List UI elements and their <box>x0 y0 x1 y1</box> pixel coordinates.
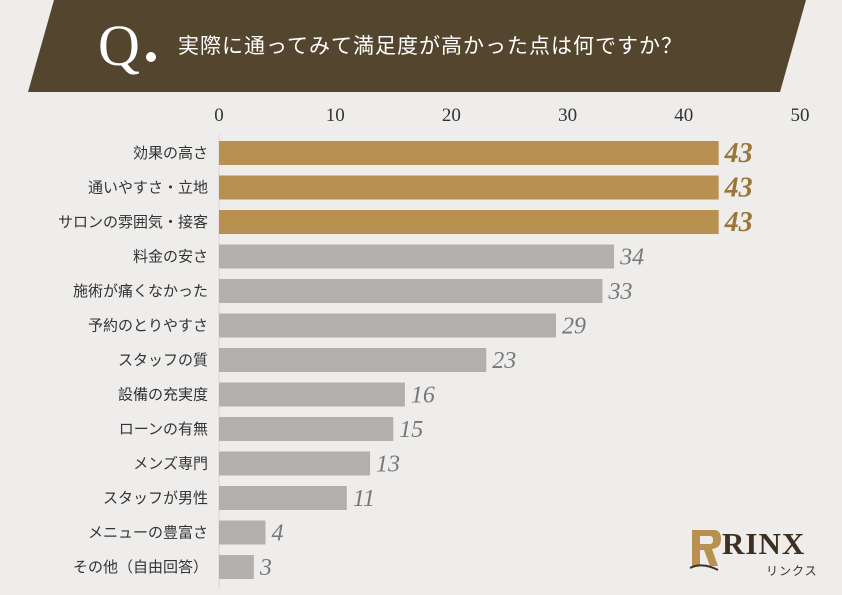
x-tick-label: 0 <box>214 105 224 126</box>
category-label: メンズ専門 <box>133 455 208 473</box>
banner-background <box>28 0 806 92</box>
data-label: 33 <box>607 279 632 305</box>
bar <box>219 210 719 234</box>
question-title: 実際に通ってみて満足度が高かった点は何ですか？ <box>178 34 683 58</box>
data-label: 43 <box>724 207 753 238</box>
q-dot <box>146 52 156 62</box>
category-label: 設備の充実度 <box>118 386 208 404</box>
rinx-logo: RINX リンクス <box>688 524 828 584</box>
x-tick-label: 30 <box>558 105 577 126</box>
category-label: ローンの有無 <box>119 420 208 438</box>
data-label: 34 <box>619 245 644 271</box>
bar <box>219 382 405 407</box>
category-label: スタッフの質 <box>118 351 208 369</box>
bar <box>219 141 719 165</box>
category-label: 予約のとりやすさ <box>88 317 208 335</box>
data-label: 11 <box>353 486 375 512</box>
bar <box>219 244 615 269</box>
logo-emblem-icon <box>689 530 721 571</box>
category-label: メニューの豊富さ <box>88 524 208 542</box>
category-label: 通いやすさ・立地 <box>88 179 208 197</box>
bar <box>219 417 394 441</box>
category-label: その他（自由回答） <box>73 558 208 576</box>
data-label: 29 <box>562 314 586 340</box>
category-label: サロンの雰囲気・接客 <box>58 213 208 231</box>
data-label: 43 <box>724 173 753 204</box>
x-tick-label: 20 <box>442 105 461 126</box>
bar <box>219 451 371 476</box>
bar <box>219 520 266 545</box>
x-tick-label: 50 <box>791 105 810 126</box>
bar <box>219 175 719 200</box>
category-label: 施術が痛くなかった <box>73 282 208 300</box>
data-label: 15 <box>399 417 423 443</box>
data-label: 13 <box>376 452 400 478</box>
logo-subtext: リンクス <box>766 564 818 578</box>
data-label: 43 <box>724 138 753 169</box>
data-label: 23 <box>492 348 516 374</box>
data-label: 3 <box>259 555 272 581</box>
category-label: 料金の安さ <box>133 248 208 266</box>
bar <box>219 486 347 510</box>
bar <box>219 555 254 579</box>
q-letter: Q <box>98 13 140 78</box>
x-tick-label: 10 <box>326 105 345 126</box>
category-label: 効果の高さ <box>133 144 208 162</box>
category-label: スタッフが男性 <box>103 489 208 507</box>
bar <box>219 348 487 372</box>
data-label: 16 <box>411 383 435 409</box>
x-tick-label: 40 <box>674 105 693 126</box>
bar <box>219 313 556 338</box>
question-banner: Q 実際に通ってみて満足度が高かった点は何ですか？ <box>28 0 806 92</box>
bar <box>219 279 603 303</box>
logo-text: RINX <box>722 526 806 561</box>
data-label: 4 <box>271 521 283 547</box>
